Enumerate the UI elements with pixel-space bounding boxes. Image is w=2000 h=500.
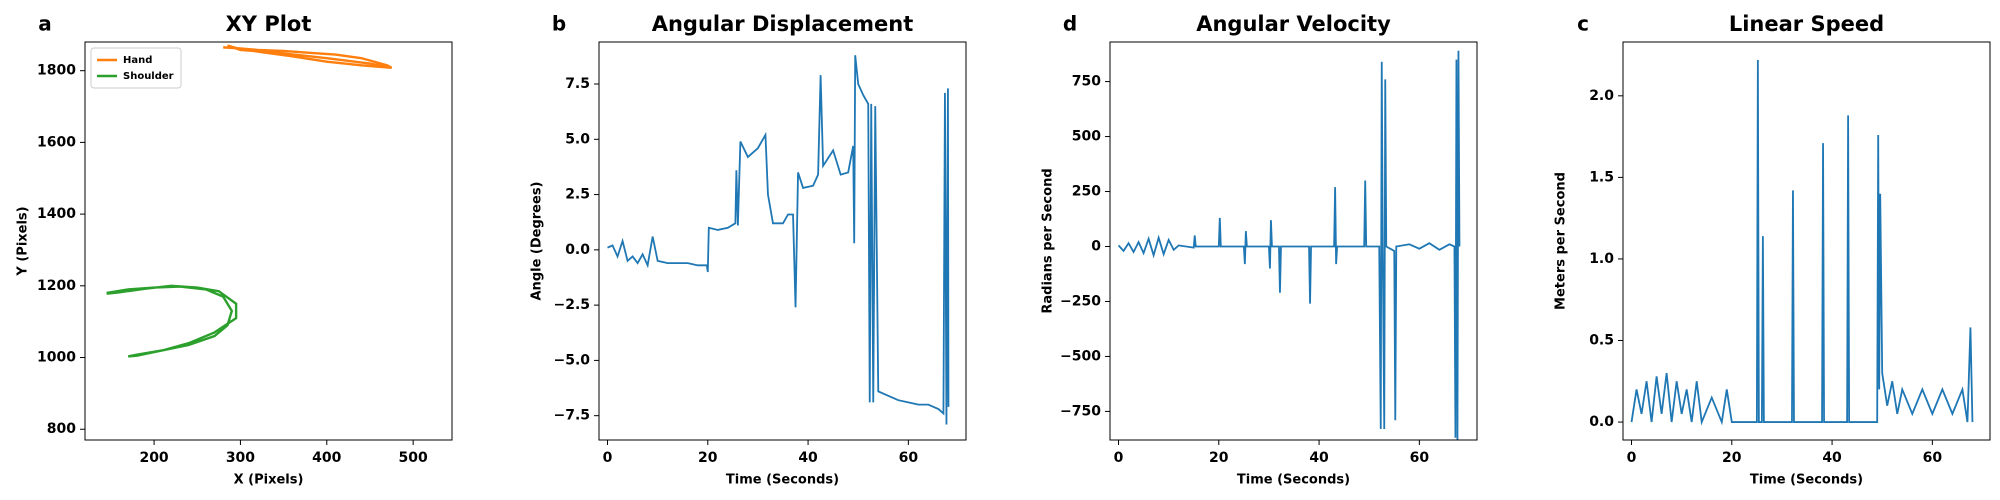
y-tick-label: 500: [1072, 129, 1101, 145]
x-tick-label: 200: [139, 450, 168, 466]
x-tick-label: 400: [312, 450, 341, 466]
x-tick-label: 60: [1923, 450, 1943, 466]
x-tick-label: 300: [226, 450, 255, 466]
chart-title: Angular Displacement: [652, 12, 914, 36]
y-tick-label: −250: [1060, 293, 1101, 309]
x-tick-label: 500: [399, 450, 428, 466]
x-axis-label: X (Pixels): [234, 473, 304, 488]
data-line: [1117, 50, 1461, 440]
y-tick-label: 0.0: [565, 242, 590, 258]
panel-label: b: [552, 12, 566, 36]
y-tick-label: 1400: [37, 206, 76, 222]
x-tick-label: 60: [1410, 450, 1430, 466]
y-tick-label: 2.0: [1589, 88, 1614, 104]
chart-title: XY Plot: [226, 12, 312, 36]
y-tick-label: 2.5: [565, 187, 590, 203]
chart-title: Linear Speed: [1729, 12, 1884, 36]
axes-frame: [598, 41, 967, 441]
data-line: [106, 284, 238, 358]
y-tick-label: 1000: [37, 350, 76, 366]
y-tick-label: 7.5: [565, 76, 590, 92]
y-tick-label: −5.0: [553, 352, 590, 368]
y-axis-label: Radians per Second: [1041, 168, 1056, 313]
axes-frame: [1622, 41, 1991, 441]
x-tick-label: 20: [698, 450, 718, 466]
y-tick-label: 0: [1091, 238, 1101, 254]
y-tick-label: 0.0: [1589, 414, 1614, 430]
legend-label: Hand: [123, 55, 152, 66]
y-tick-label: 1.5: [1589, 169, 1614, 185]
y-tick-label: 800: [47, 421, 76, 437]
panel-label: a: [38, 12, 52, 36]
y-tick-label: 250: [1072, 184, 1101, 200]
x-tick-label: 60: [899, 450, 919, 466]
x-tick-label: 0: [1114, 450, 1124, 466]
y-tick-label: 1800: [37, 63, 76, 79]
x-tick-label: 20: [1722, 450, 1742, 466]
x-tick-label: 40: [798, 450, 818, 466]
x-tick-label: 40: [1822, 450, 1842, 466]
y-tick-label: 1.0: [1589, 251, 1614, 267]
axes-frame: [84, 41, 453, 441]
x-tick-label: 0: [1627, 450, 1637, 466]
data-line: [1630, 59, 1974, 426]
panel-label: c: [1577, 12, 1589, 36]
y-tick-label: 1600: [37, 134, 76, 150]
y-tick-label: −750: [1060, 403, 1101, 419]
x-axis-label: Time (Seconds): [726, 473, 839, 488]
chart-title: Angular Velocity: [1196, 12, 1391, 36]
panel-label: d: [1063, 12, 1077, 36]
y-axis-label: Angle (Degrees): [530, 182, 545, 301]
data-line: [223, 44, 393, 70]
y-tick-label: 1200: [37, 278, 76, 294]
y-tick-label: −2.5: [553, 297, 590, 313]
legend-label: Shoulder: [123, 71, 174, 82]
y-tick-label: −500: [1060, 348, 1101, 364]
y-axis-label: Meters per Second: [1554, 172, 1569, 310]
y-tick-label: 0.5: [1589, 333, 1614, 349]
data-line: [607, 55, 950, 425]
x-tick-label: 0: [603, 450, 613, 466]
x-axis-label: Time (Seconds): [1750, 473, 1863, 488]
y-tick-label: −7.5: [553, 408, 590, 424]
y-tick-label: 5.0: [565, 131, 590, 147]
x-tick-label: 40: [1309, 450, 1329, 466]
y-axis-label: Y (Pixels): [16, 206, 31, 276]
x-tick-label: 20: [1209, 450, 1229, 466]
axes-frame: [1109, 41, 1478, 441]
y-tick-label: 750: [1072, 74, 1101, 90]
x-axis-label: Time (Seconds): [1237, 473, 1350, 488]
legend-box: [90, 47, 182, 89]
